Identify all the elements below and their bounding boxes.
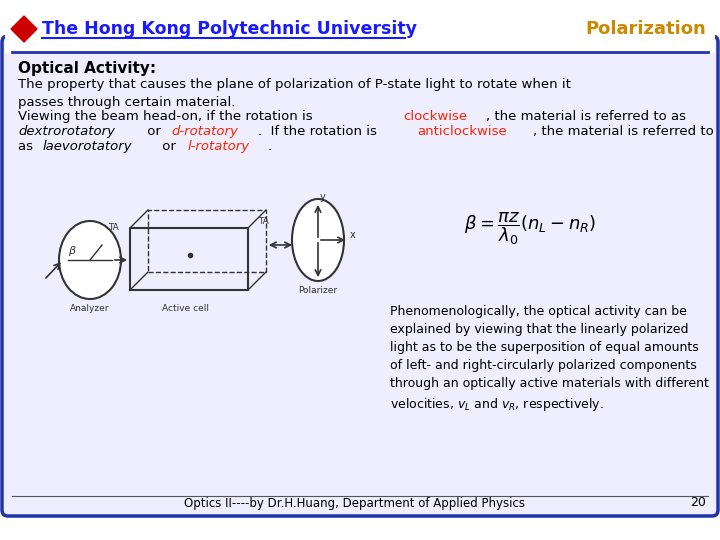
Text: anticlockwise: anticlockwise — [417, 125, 507, 138]
Text: Phenomenologically, the optical activity can be
explained by viewing that the li: Phenomenologically, the optical activity… — [390, 305, 709, 413]
Text: 20: 20 — [690, 496, 706, 510]
Text: laevorotatory: laevorotatory — [42, 140, 132, 153]
Text: or: or — [143, 125, 166, 138]
Ellipse shape — [292, 199, 344, 281]
Polygon shape — [16, 21, 32, 37]
Text: Polarizer: Polarizer — [298, 286, 338, 295]
Text: or: or — [158, 140, 181, 153]
Text: , the material is referred to: , the material is referred to — [533, 125, 714, 138]
FancyBboxPatch shape — [5, 5, 715, 53]
Text: The Hong Kong Polytechnic University: The Hong Kong Polytechnic University — [42, 20, 417, 38]
Text: clockwise: clockwise — [404, 110, 468, 123]
Text: d-rotatory: d-rotatory — [171, 125, 238, 138]
Text: Analyzer: Analyzer — [71, 304, 109, 313]
FancyBboxPatch shape — [2, 36, 718, 516]
Text: x: x — [350, 230, 356, 240]
Text: Optics II----by Dr.H.Huang, Department of Applied Physics: Optics II----by Dr.H.Huang, Department o… — [184, 496, 526, 510]
Text: Viewing the beam head-on, if the rotation is: Viewing the beam head-on, if the rotatio… — [18, 110, 317, 123]
Text: Active cell: Active cell — [161, 304, 209, 313]
Text: $\beta = \dfrac{\pi z}{\lambda_0}(n_L - n_R)$: $\beta = \dfrac{\pi z}{\lambda_0}(n_L - … — [464, 210, 596, 247]
Text: TA: TA — [258, 217, 269, 226]
Text: y: y — [320, 192, 325, 202]
Text: l-rotatory: l-rotatory — [187, 140, 249, 153]
Text: dextrorotatory: dextrorotatory — [18, 125, 115, 138]
Ellipse shape — [59, 221, 121, 299]
Polygon shape — [11, 16, 37, 42]
Text: Optical Activity:: Optical Activity: — [18, 61, 156, 76]
Text: as: as — [18, 140, 37, 153]
Text: Polarization: Polarization — [585, 20, 706, 38]
Text: .: . — [267, 140, 271, 153]
Text: $\beta$: $\beta$ — [68, 244, 77, 258]
Text: , the material is referred to as: , the material is referred to as — [487, 110, 686, 123]
Text: TA: TA — [108, 223, 119, 232]
Text: .  If the rotation is: . If the rotation is — [258, 125, 381, 138]
Text: The property that causes the plane of polarization of P-state light to rotate wh: The property that causes the plane of po… — [18, 78, 571, 109]
